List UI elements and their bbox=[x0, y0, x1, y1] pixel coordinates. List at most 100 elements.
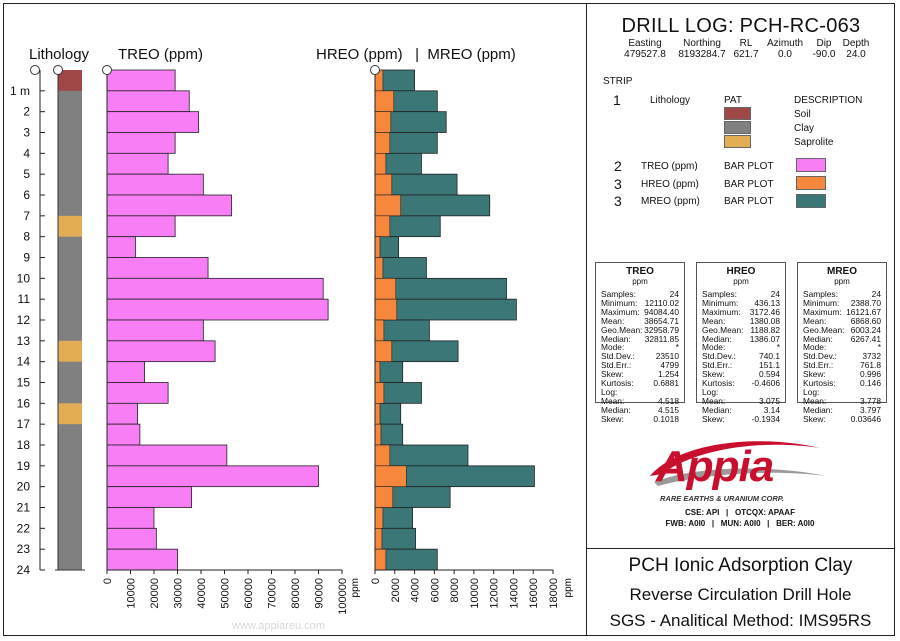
footer-line-2: Reverse Circulation Drill Hole bbox=[629, 585, 852, 604]
stats-value: 32958.79 bbox=[644, 324, 679, 335]
depth-label: 19 bbox=[17, 459, 31, 473]
lithology-interval bbox=[58, 215, 82, 238]
treo-bar bbox=[106, 507, 155, 529]
stats-label: Samples: bbox=[803, 289, 838, 299]
stats-label: Skew: bbox=[803, 413, 826, 424]
lithology-interval bbox=[58, 361, 82, 383]
stats-row: Mean: 3.075 bbox=[697, 395, 785, 406]
stats-label: Log: bbox=[803, 386, 820, 397]
stats-value: 0.1018 bbox=[653, 413, 679, 424]
lithology-interval bbox=[58, 257, 82, 279]
lithology-header: Lithology bbox=[29, 46, 90, 63]
stats-row: Std.Err.: 151.1 bbox=[697, 361, 785, 370]
legend-hreo-name: HREO (ppm) bbox=[641, 179, 699, 190]
stats-row: Skew: -0.1934 bbox=[697, 413, 785, 424]
drill-field-label: Depth bbox=[842, 38, 870, 49]
stats-value: 4799 bbox=[660, 360, 679, 371]
treo-x-tick-label: 90000 bbox=[314, 578, 326, 609]
stats-row: Geo.Mean: 1188.82 bbox=[697, 325, 785, 335]
stats-value: 24 bbox=[669, 289, 679, 299]
legend-mreo-type: BAR PLOT bbox=[724, 196, 774, 207]
stats-row: Skew: 0.996 bbox=[798, 370, 886, 379]
stats-value: 6267.41 bbox=[850, 333, 881, 344]
hreo-bar bbox=[374, 423, 382, 446]
legend-num-3a: 3 bbox=[614, 176, 622, 192]
hreo-mreo-x-tick-label: 18000 bbox=[548, 578, 560, 609]
stats-value: 761.8 bbox=[860, 360, 881, 371]
drill-field-dip: Dip -90.0 bbox=[807, 38, 841, 60]
hreo-bar bbox=[374, 215, 391, 237]
legend-num-1: 1 bbox=[613, 92, 621, 108]
stats-label: Maximum: bbox=[803, 306, 842, 317]
stats-row: Std.Dev.: 740.1 bbox=[697, 352, 785, 361]
hreo-mreo-x-tick-label: 10000 bbox=[469, 578, 481, 609]
hreo-swatch bbox=[796, 176, 826, 190]
depth-label: 9 bbox=[23, 251, 30, 265]
stats-value: 3172.46 bbox=[749, 306, 780, 317]
stats-row: Maximum: 16121.67 bbox=[798, 306, 886, 317]
stats-label: Samples: bbox=[601, 289, 636, 299]
hreo-bar bbox=[374, 528, 383, 550]
drill-log-title: DRILL LOG: PCH-RC-063 bbox=[621, 15, 861, 37]
stats-label: Mean: bbox=[702, 315, 726, 326]
hreo-stats-box: HREO ppm Samples: 24 Minimum: 436.13 Maximum: 3… bbox=[696, 262, 786, 423]
stats-value: 3.075 bbox=[759, 395, 780, 406]
lithology-interval bbox=[58, 528, 82, 550]
stats-value: 12110.02 bbox=[644, 297, 679, 308]
stats-label: Skew: bbox=[702, 413, 725, 424]
stats-label: Maximum: bbox=[601, 306, 640, 317]
drill-field-value: -90.0 bbox=[812, 49, 836, 60]
hreo-mreo-x-tick-label: 4000 bbox=[410, 578, 422, 602]
drill-field-depth: Depth 24.0 bbox=[836, 38, 876, 60]
stats-label: Minimum: bbox=[803, 297, 840, 308]
stats-row: Std.Err.: 4799 bbox=[596, 361, 684, 370]
drill-field-value: 24.0 bbox=[846, 49, 866, 60]
depth-label: 7 bbox=[23, 209, 30, 223]
stats-row: Log: bbox=[798, 388, 886, 397]
treo-x-tick-label: 80000 bbox=[290, 578, 302, 609]
stats-row: Minimum: 436.13 bbox=[697, 299, 785, 308]
drill-field-label: Dip bbox=[816, 38, 832, 49]
stats-value: 38654.71 bbox=[644, 315, 679, 326]
stats-value: 2388.70 bbox=[850, 297, 881, 308]
drill-log-chart: 1 m2345678910111213141516171819202122232… bbox=[10, 65, 574, 615]
lithology-interval bbox=[58, 445, 82, 467]
treo-bar bbox=[106, 236, 136, 258]
stats-row: Mean: 38654.71 bbox=[596, 315, 684, 326]
lithology-interval bbox=[58, 278, 82, 300]
stats-label: Median: bbox=[601, 333, 631, 344]
stats-label: Skew: bbox=[601, 369, 624, 380]
treo-x-tick-label: 50000 bbox=[220, 578, 232, 609]
treo-bar bbox=[106, 194, 232, 217]
treo-bar bbox=[106, 423, 141, 446]
treo-swatch bbox=[796, 158, 826, 172]
stats-row: Std.Dev.: 23510 bbox=[596, 352, 684, 361]
treo-bar bbox=[106, 319, 204, 342]
stats-row: Samples: 24 bbox=[697, 290, 785, 299]
lithology-interval bbox=[58, 486, 82, 508]
stats-value: 16121.67 bbox=[846, 306, 881, 317]
stats-label: Log: bbox=[601, 386, 618, 397]
stats-label: Minimum: bbox=[702, 297, 739, 308]
depth-label: 5 bbox=[23, 167, 30, 181]
ticker-line-1: CSE: API | OTCQX: APAAF bbox=[685, 508, 795, 517]
hreo-bar bbox=[374, 298, 398, 321]
depth-label: 1 m bbox=[10, 84, 30, 98]
stats-label: Log: bbox=[702, 386, 719, 397]
page-frame bbox=[3, 3, 895, 636]
depth-label: 4 bbox=[23, 146, 30, 160]
stats-label: Std.Dev.: bbox=[702, 351, 736, 362]
stats-value: 0.996 bbox=[860, 369, 881, 380]
stats-label: Median: bbox=[803, 404, 833, 415]
depth-label: 3 bbox=[23, 126, 30, 140]
depth-label: 12 bbox=[17, 313, 31, 327]
hreo-bar bbox=[374, 319, 385, 342]
legend-num-2: 2 bbox=[614, 158, 622, 174]
saprolite-label: Saprolite bbox=[794, 137, 834, 148]
hreo-mreo-x-tick-label: 2000 bbox=[390, 578, 402, 602]
stats-unit: ppm bbox=[632, 277, 648, 286]
depth-label: 16 bbox=[17, 396, 31, 410]
stats-value: 3.778 bbox=[860, 395, 881, 406]
stats-label: Std.Err.: bbox=[601, 360, 632, 371]
stats-label: Mode: bbox=[702, 342, 726, 353]
